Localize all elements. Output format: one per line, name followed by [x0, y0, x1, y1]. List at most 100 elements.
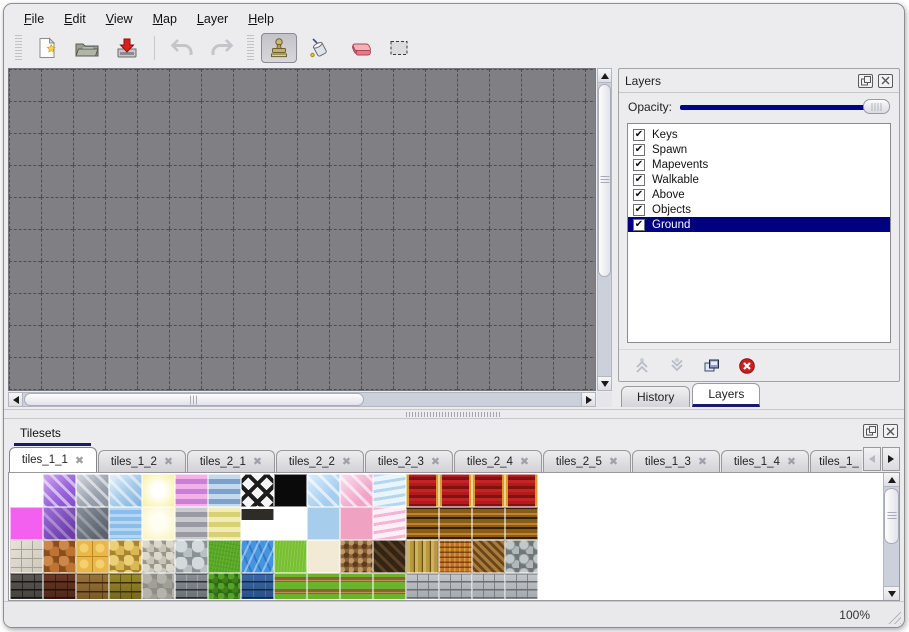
tile-farm-rows[interactable]: [340, 573, 373, 599]
canvas-horizontal-scrollbar[interactable]: [8, 392, 596, 407]
tile-stone-yellow[interactable]: [109, 540, 142, 573]
menu-item-edit[interactable]: Edit: [54, 10, 96, 28]
scroll-down-button[interactable]: [598, 376, 611, 390]
resize-grip[interactable]: [884, 607, 901, 624]
tab-close-icon[interactable]: ✖: [163, 456, 174, 468]
tile-pale-yellow[interactable]: [142, 507, 175, 540]
tile-stones-gray[interactable]: [175, 540, 208, 573]
open-button[interactable]: [69, 33, 105, 63]
tile-stripes-violet[interactable]: [175, 474, 208, 507]
tile-brick-light[interactable]: [439, 573, 472, 599]
tileset-tab-tiles_1_4[interactable]: tiles_1_4 ✖: [721, 450, 809, 472]
undo-button[interactable]: [164, 33, 200, 63]
tile-brick-gray[interactable]: [175, 573, 208, 599]
tile-carpet-red[interactable]: [406, 474, 439, 507]
scroll-down-button[interactable]: [884, 586, 899, 600]
float-panel-button[interactable]: [858, 73, 873, 88]
new-map-button[interactable]: [29, 33, 65, 63]
tile-plaque[interactable]: [241, 507, 274, 540]
layer-visibility-checkbox[interactable]: ✔: [633, 203, 645, 216]
close-panel-button[interactable]: [883, 424, 898, 438]
tile-shingles-dark[interactable]: [373, 540, 406, 573]
layer-row-ground[interactable]: ✔ Ground: [628, 217, 890, 232]
tile-magenta[interactable]: [10, 507, 43, 540]
tile-empty[interactable]: [274, 507, 307, 540]
tileset-tab-tiles_1_3[interactable]: tiles_1_3 ✖: [632, 450, 720, 472]
scroll-left-button[interactable]: [9, 393, 23, 406]
layer-row-walkable[interactable]: ✔ Walkable: [628, 172, 890, 187]
tile-planks-vertical[interactable]: [406, 540, 439, 573]
redo-button[interactable]: [204, 33, 240, 63]
tile-brick-dark[interactable]: [10, 573, 43, 599]
tileset-tab-tiles_2_5[interactable]: tiles_2_5 ✖: [543, 450, 631, 472]
toolbar-drag-handle[interactable]: [15, 35, 22, 61]
delete-layer-button[interactable]: [736, 355, 758, 377]
tile-wood-stripes[interactable]: [439, 507, 472, 540]
layer-row-keys[interactable]: ✔ Keys: [628, 127, 890, 142]
float-panel-button[interactable]: [863, 424, 878, 438]
eraser-tool-button[interactable]: [341, 33, 377, 63]
tileset-tab-tiles_1_2[interactable]: tiles_1_2 ✖: [98, 450, 186, 472]
tileset-tab-tiles_1_[interactable]: tiles_1_: [810, 450, 862, 472]
layer-visibility-checkbox[interactable]: ✔: [633, 128, 645, 141]
tile-black[interactable]: [274, 474, 307, 507]
tile-tiles-yellow[interactable]: [76, 540, 109, 573]
menu-item-map[interactable]: Map: [143, 10, 187, 28]
tile-brick-light[interactable]: [406, 573, 439, 599]
layer-row-above[interactable]: ✔ Above: [628, 187, 890, 202]
tab-close-icon[interactable]: ✖: [608, 456, 619, 468]
tile-herringbone[interactable]: [472, 540, 505, 573]
menu-item-layer[interactable]: Layer: [187, 10, 238, 28]
close-panel-button[interactable]: [878, 73, 893, 88]
scrollbar-thumb[interactable]: [24, 393, 364, 406]
scrollbar-thumb[interactable]: [598, 84, 611, 277]
tile-cream[interactable]: [307, 540, 340, 573]
tile-empty[interactable]: [10, 474, 43, 507]
layer-visibility-checkbox[interactable]: ✔: [633, 173, 645, 186]
tab-close-icon[interactable]: ✖: [341, 456, 352, 468]
tile-stonewall-gray[interactable]: [142, 573, 175, 599]
layer-row-objects[interactable]: ✔ Objects: [628, 202, 890, 217]
tile-wave-pink[interactable]: [373, 507, 406, 540]
tile-brick-brown[interactable]: [76, 573, 109, 599]
palette-vertical-scrollbar[interactable]: [883, 473, 899, 600]
duplicate-layer-button[interactable]: [701, 355, 723, 377]
layer-row-mapevents[interactable]: ✔ Mapevents: [628, 157, 890, 172]
tile-farm-rows[interactable]: [373, 573, 406, 599]
horizontal-splitter[interactable]: [4, 409, 904, 419]
tab-close-icon[interactable]: ✖: [252, 456, 263, 468]
tab-close-icon[interactable]: ✖: [697, 456, 708, 468]
map-canvas[interactable]: [8, 68, 596, 391]
layer-visibility-checkbox[interactable]: ✔: [633, 158, 645, 171]
tile-glass-darkpurple[interactable]: [43, 507, 76, 540]
tile-wave-blue[interactable]: [373, 474, 406, 507]
tile-stone-white[interactable]: [10, 540, 43, 573]
tile-farm-rows[interactable]: [307, 573, 340, 599]
tile-carpet-red[interactable]: [439, 474, 472, 507]
tab-history[interactable]: History: [621, 386, 691, 407]
tab-close-icon[interactable]: ✖: [519, 456, 530, 468]
tile-brick-maroon[interactable]: [43, 573, 76, 599]
tile-grass-green[interactable]: [208, 540, 241, 573]
tile-cobble-orange[interactable]: [43, 540, 76, 573]
canvas-vertical-scrollbar[interactable]: [597, 68, 612, 391]
tile-logs-gray[interactable]: [505, 540, 538, 573]
tile-water-blue[interactable]: [109, 507, 142, 540]
tab-close-icon[interactable]: ✖: [74, 454, 85, 467]
tile-brick-olive[interactable]: [109, 573, 142, 599]
scroll-right-button[interactable]: [581, 393, 595, 406]
tile-lattice[interactable]: [241, 474, 274, 507]
raise-layer-button[interactable]: [631, 355, 653, 377]
tile-glass-darkgray[interactable]: [76, 507, 109, 540]
tile-wood-stripes[interactable]: [406, 507, 439, 540]
tileset-tab-tiles_1_1[interactable]: tiles_1_1 ✖: [9, 447, 97, 472]
tile-glass-pink[interactable]: [340, 474, 373, 507]
tile-brick-blue[interactable]: [241, 573, 274, 599]
opacity-slider-track[interactable]: [680, 105, 888, 110]
tile-gravel-brown[interactable]: [340, 540, 373, 573]
scroll-up-button[interactable]: [598, 69, 611, 83]
tile-carpet-red[interactable]: [505, 474, 538, 507]
tile-hedge-green[interactable]: [208, 573, 241, 599]
tile-wood-stripes[interactable]: [505, 507, 538, 540]
tabs-scroll-left-button[interactable]: [863, 447, 881, 471]
